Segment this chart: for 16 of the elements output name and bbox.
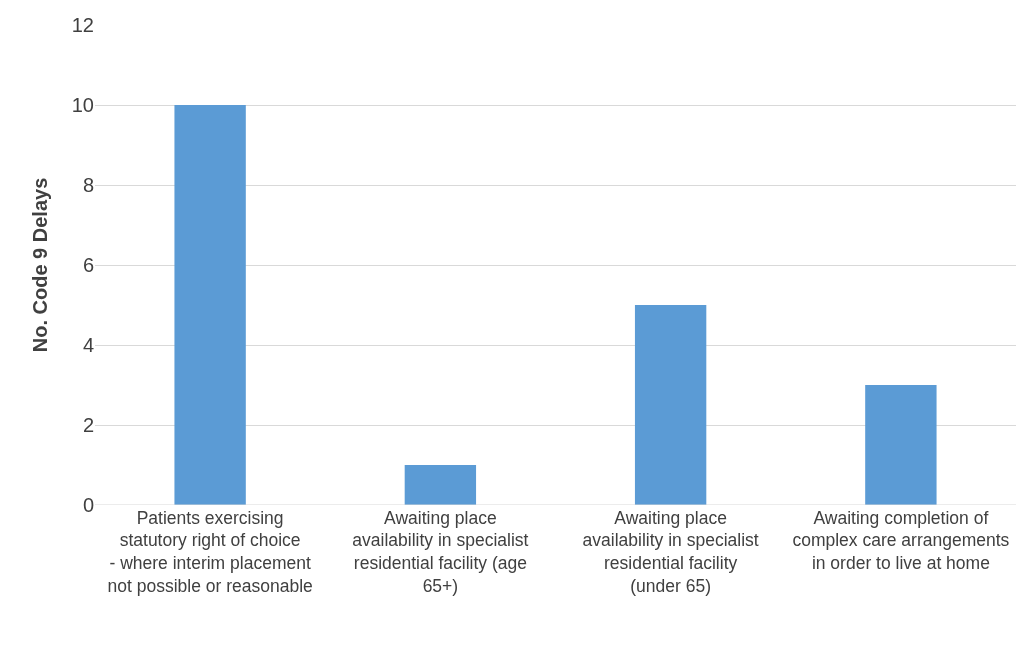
y-tick-label: 6 xyxy=(82,254,94,276)
x-tick-label: Patients exercising statutory right of choice - where interim placement not possible or reasonable xyxy=(107,507,313,596)
y-tick-label: 8 xyxy=(82,174,94,196)
y-axis-title: No. Code 9 Delays xyxy=(29,177,52,353)
x-tick-label: Awaiting place availability in specialist residential facility (age 65+) xyxy=(352,507,529,596)
x-tick-label: Awaiting completion of complex care arrangements in order to live at home xyxy=(792,507,1010,573)
x-tick-label: Awaiting place availability in specialist residential facility (under 65) xyxy=(582,507,759,596)
bar xyxy=(404,465,477,505)
bar xyxy=(634,305,707,505)
bar xyxy=(174,105,246,505)
y-tick-label: 4 xyxy=(82,334,94,356)
y-tick-label: 2 xyxy=(82,414,94,436)
y-tick-label: 12 xyxy=(71,14,94,36)
y-tick-label: 0 xyxy=(82,494,94,516)
bar xyxy=(865,385,937,505)
y-tick-label: 10 xyxy=(71,94,94,116)
